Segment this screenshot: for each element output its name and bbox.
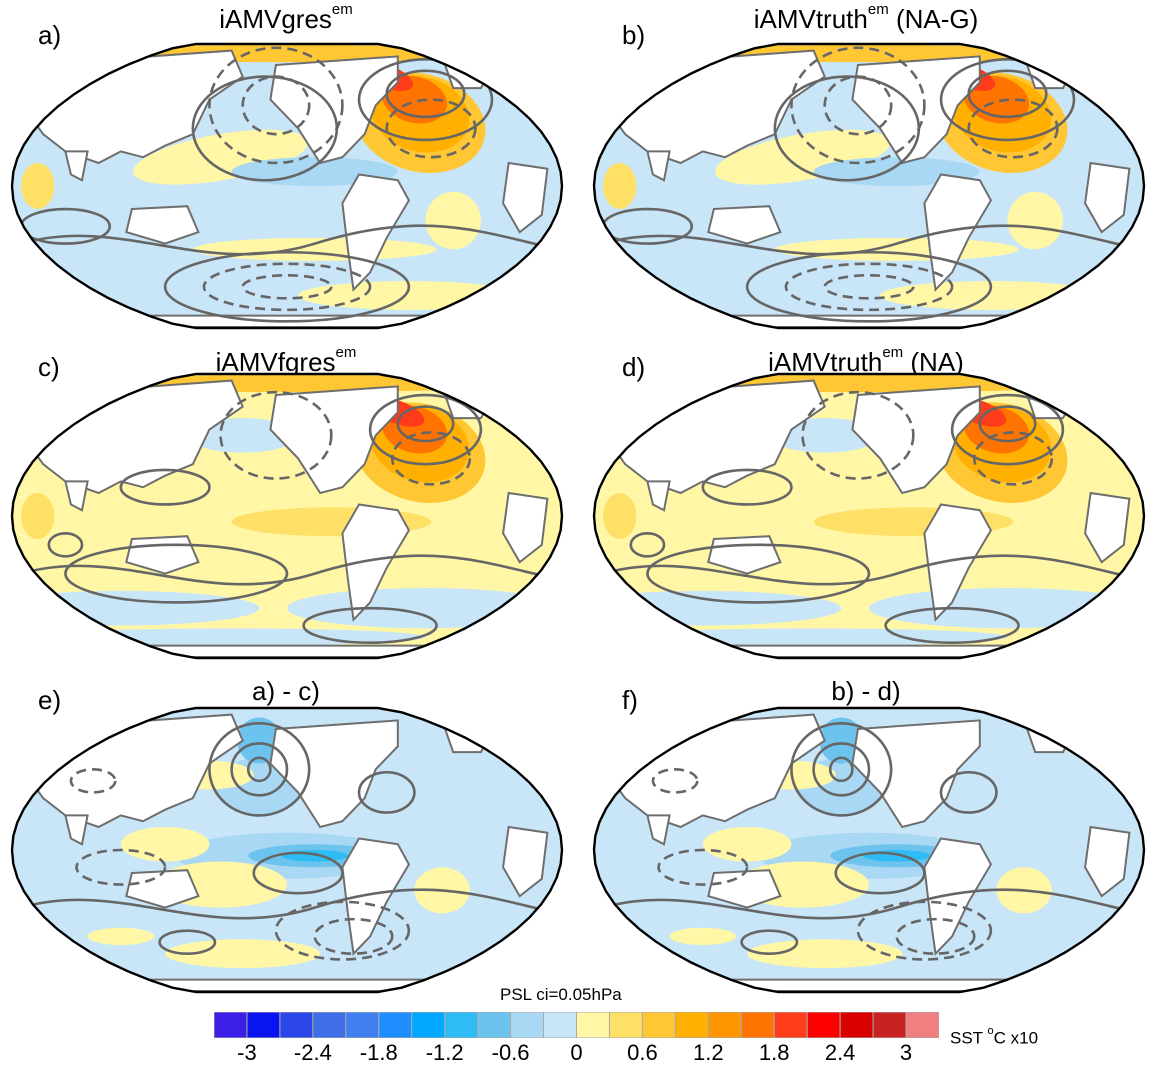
sst-psl-map <box>10 706 564 994</box>
sst-anomaly-region <box>863 850 929 862</box>
colorbar-tick-label: -1.8 <box>360 1040 398 1066</box>
sst-psl-map <box>10 372 564 660</box>
sst-anomaly-region <box>636 45 1101 62</box>
colorbar-swatch <box>544 1012 577 1038</box>
sst-anomaly-region <box>426 192 481 250</box>
colorbar-swatch <box>807 1012 840 1038</box>
colorbar-swatch <box>609 1012 642 1038</box>
colorbar-swatch <box>906 1012 939 1038</box>
colorbar-swatch <box>577 1012 610 1038</box>
panel-title: b) - d) <box>716 676 1016 707</box>
sst-anomaly-region <box>88 928 154 945</box>
colorbar-swatch <box>412 1012 445 1038</box>
sst-psl-map <box>592 372 1146 660</box>
sst-anomaly-region <box>1008 192 1063 250</box>
colorbar-swatch <box>214 1012 247 1038</box>
colorbar-swatch <box>741 1012 774 1038</box>
sst-anomaly-region <box>703 827 792 862</box>
panel-title: a) - c) <box>136 676 436 707</box>
colorbar-swatch <box>873 1012 906 1038</box>
sst-anomaly-region <box>869 588 1146 628</box>
continent-outline <box>647 980 1090 992</box>
colorbar-swatch <box>445 1012 478 1038</box>
colorbar-swatch <box>478 1012 511 1038</box>
colorbar-tick-label: 0.6 <box>627 1040 658 1066</box>
sst-psl-map <box>592 706 1146 994</box>
colorbar-tick-label: 2.4 <box>825 1040 856 1066</box>
sst-anomaly-region <box>21 493 54 539</box>
sst-anomaly-region <box>54 45 519 62</box>
sst-anomaly-region <box>636 375 1101 392</box>
sst-anomaly-region <box>603 163 636 209</box>
colorbar-swatch <box>840 1012 873 1038</box>
panel-title: iAMVtruthem (NA-G) <box>716 4 1016 35</box>
colorbar-tick-label: -1.2 <box>426 1040 464 1066</box>
continent-outline <box>65 980 508 992</box>
panel-title: iAMVgresem <box>136 4 436 35</box>
psl-contour-note: PSL ci=0.05hPa <box>500 985 622 1005</box>
colorbar-swatch <box>313 1012 346 1038</box>
sst-units-label: SST oC x10 <box>950 1028 1038 1049</box>
sst-anomaly-region <box>54 375 519 392</box>
colorbar-swatch <box>642 1012 675 1038</box>
colorbar-swatch <box>708 1012 741 1038</box>
continent-outline <box>647 646 1090 658</box>
sst-anomaly-region <box>670 928 736 945</box>
colorbar-tick-label: 1.8 <box>759 1040 790 1066</box>
colorbar-tick-label: -0.6 <box>492 1040 530 1066</box>
sst-anomaly-region <box>121 827 210 862</box>
colorbar-swatch <box>675 1012 708 1038</box>
colorbar-swatch <box>379 1012 412 1038</box>
colorbar-tick-label: 3 <box>900 1040 912 1066</box>
continent-outline <box>65 646 508 658</box>
colorbar-swatch <box>247 1012 280 1038</box>
colorbar-swatch <box>346 1012 379 1038</box>
sst-anomaly-region <box>281 850 347 862</box>
colorbar-swatch <box>774 1012 807 1038</box>
colorbar-tick-label: 1.2 <box>693 1040 724 1066</box>
sst-psl-map <box>592 42 1146 330</box>
sst-anomaly-region <box>603 493 636 539</box>
colorbar-swatch <box>280 1012 313 1038</box>
sst-colorbar <box>214 1012 939 1038</box>
sst-psl-map <box>10 42 564 330</box>
sst-anomaly-region <box>21 163 54 209</box>
colorbar-tick-label: -2.4 <box>294 1040 332 1066</box>
colorbar-tick-label: -3 <box>237 1040 257 1066</box>
colorbar-swatch <box>511 1012 544 1038</box>
sst-anomaly-region <box>287 588 564 628</box>
colorbar-tick-label: 0 <box>570 1040 582 1066</box>
